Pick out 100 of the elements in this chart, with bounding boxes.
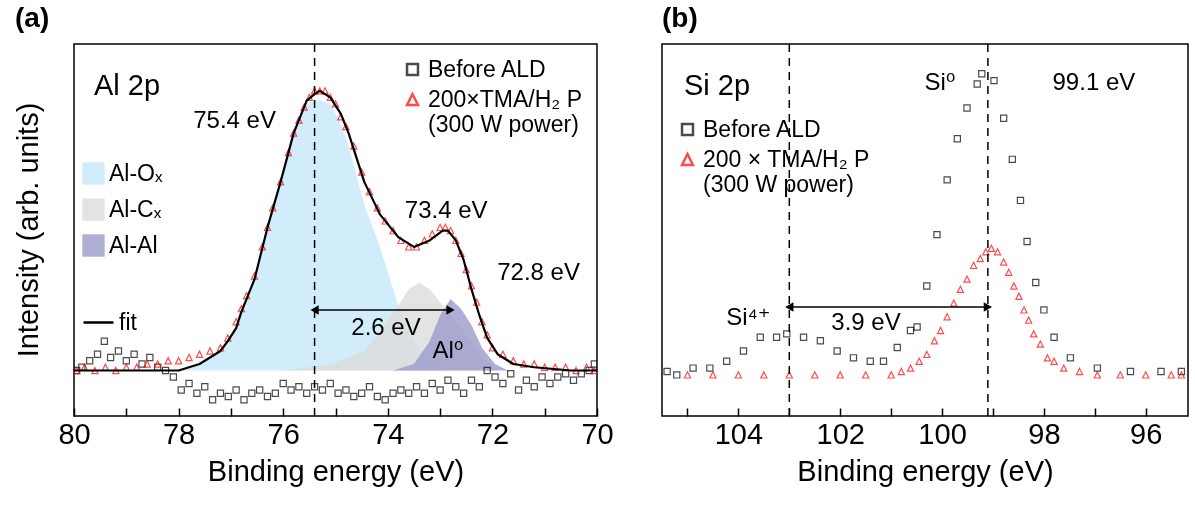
point — [1010, 282, 1018, 290]
point — [990, 76, 998, 85]
point — [1032, 278, 1040, 287]
annotation: 73.4 eV — [404, 195, 488, 223]
point — [1066, 354, 1075, 362]
point — [683, 371, 692, 379]
point — [887, 371, 895, 379]
point — [993, 248, 1002, 256]
point — [930, 337, 939, 345]
point — [906, 326, 915, 335]
point — [1023, 237, 1031, 246]
legend-label: Al-Cₓ — [109, 195, 162, 222]
point — [760, 371, 768, 379]
point — [1016, 196, 1025, 205]
point — [1116, 371, 1124, 379]
point — [999, 258, 1008, 266]
point — [811, 371, 819, 379]
x-axis-title: Binding energy (eV) — [797, 454, 1054, 487]
point — [785, 371, 793, 379]
x-tick-label: 102 — [816, 417, 865, 450]
x-tick-label: 70 — [581, 417, 614, 450]
legend-label: 200 × TMA/H₂ P (300 W power) — [703, 145, 870, 197]
annotation: 72.8 eV — [497, 257, 580, 285]
point — [897, 367, 905, 376]
point — [663, 367, 671, 376]
point — [943, 176, 951, 184]
annotation: Al⁰ — [432, 336, 464, 363]
point — [1008, 155, 1017, 164]
point — [783, 330, 791, 338]
annotation: 99.1 eV — [1052, 67, 1136, 95]
point — [1050, 333, 1058, 341]
point — [756, 333, 764, 341]
point — [1036, 340, 1045, 348]
point — [963, 275, 971, 283]
point — [866, 357, 874, 365]
point — [706, 364, 714, 372]
annotation: Si 2p — [684, 69, 751, 101]
point — [849, 354, 858, 362]
point — [933, 230, 941, 239]
point — [1126, 367, 1135, 376]
point — [833, 347, 841, 355]
point — [982, 248, 990, 256]
point — [722, 357, 731, 365]
point — [1075, 367, 1084, 376]
point — [963, 104, 971, 112]
annotation: Al 2p — [94, 69, 161, 101]
point — [879, 357, 888, 365]
point — [1167, 371, 1175, 379]
point — [973, 80, 981, 88]
y-axis-title: Intensity (arb. units) — [12, 102, 44, 358]
point — [1043, 354, 1052, 362]
point — [709, 371, 717, 379]
x-tick-label: 98 — [1028, 417, 1061, 450]
point — [739, 347, 748, 355]
legend-label: Al-Al — [109, 231, 158, 258]
point — [953, 135, 962, 143]
point — [1177, 371, 1186, 379]
x-tick-label: 72 — [476, 417, 510, 450]
x-tick-label: 104 — [714, 417, 764, 450]
point — [1093, 371, 1102, 379]
legend-label: Al-Oₓ — [109, 159, 163, 186]
point — [956, 285, 965, 294]
point — [1024, 316, 1033, 324]
point — [906, 364, 915, 372]
point — [976, 254, 984, 263]
point — [1093, 364, 1102, 372]
point — [950, 299, 958, 307]
point — [999, 114, 1008, 122]
legend-label: fit — [119, 308, 138, 335]
point — [893, 343, 901, 352]
point — [1050, 357, 1058, 365]
point — [1157, 367, 1165, 376]
point — [943, 313, 951, 321]
legend-label: 200×TMA/H₂ P (300 W power) — [428, 85, 583, 137]
x-tick-label: 96 — [1130, 417, 1163, 450]
point — [913, 323, 921, 331]
x-tick-label: 76 — [267, 417, 300, 450]
point — [1020, 306, 1028, 314]
annotation: 3.9 eV — [831, 308, 901, 335]
point — [978, 70, 986, 78]
point — [689, 364, 697, 372]
point — [734, 371, 743, 379]
point — [1060, 364, 1068, 372]
annotation: Si⁰ — [924, 67, 956, 95]
annotation: 2.6 eV — [351, 313, 421, 340]
annotation: Si⁴⁺ — [726, 302, 771, 330]
point — [816, 337, 825, 345]
point — [969, 261, 978, 270]
point — [799, 333, 808, 341]
point — [1015, 292, 1023, 300]
point — [915, 357, 923, 365]
x-axis-title: Binding energy (eV) — [207, 454, 465, 487]
x-tick-label: 78 — [162, 417, 196, 450]
point — [1142, 371, 1150, 379]
chart-title: (b) — [662, 2, 698, 34]
point — [1030, 330, 1038, 338]
x-tick-label: 74 — [372, 417, 405, 450]
point — [936, 326, 945, 335]
legend-label: Before ALD — [703, 115, 821, 142]
point — [862, 371, 870, 379]
